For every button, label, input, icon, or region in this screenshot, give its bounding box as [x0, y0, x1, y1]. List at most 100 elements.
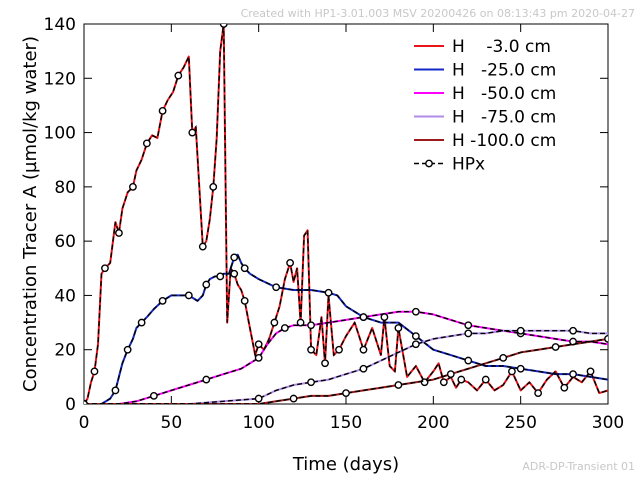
y-tick-label: 40 [54, 286, 76, 306]
legend-label: HPx [452, 155, 485, 175]
hpx-point [219, 24, 228, 28]
hpx-point [202, 375, 211, 384]
x-axis-ticks: 0 50 100 150 200 250 300 [79, 24, 624, 433]
hpx-point [272, 283, 281, 292]
hpx-point [516, 364, 525, 373]
hpx-point [296, 318, 305, 327]
hpx-point [307, 321, 315, 330]
y-tick-label: 0 [65, 395, 76, 415]
y-axis-title: Concentration Tracer A (µmol/kg water) [20, 36, 41, 392]
hpx-point [240, 296, 249, 305]
x-tick-label: 150 [330, 413, 362, 433]
legend-marker [425, 159, 433, 168]
header-note: Created with HP1-3.01.003 MSV 20200426 o… [241, 7, 635, 20]
y-tick-label: 120 [44, 69, 76, 89]
legend: H -3.0 cm H -25.0 cm H -50.0 cm H -75.0 cm H… [414, 37, 556, 175]
hpx-point [464, 321, 473, 330]
hpx-line [84, 338, 608, 404]
footer-note: ADR-DP-Transient 01 [522, 460, 635, 473]
hpx-point [321, 359, 329, 368]
hpx-point [342, 389, 350, 398]
hpx-line [84, 24, 608, 404]
y-tick-label: 100 [44, 124, 76, 144]
hpx-point [174, 71, 183, 80]
hpx-point [101, 264, 109, 273]
hpx-point [270, 318, 279, 327]
x-tick-label: 300 [592, 413, 624, 433]
hpx-point [359, 345, 368, 354]
hpx-point [446, 370, 455, 379]
hpx-point [569, 337, 577, 346]
hpx-point [209, 182, 218, 191]
legend-label: H -3.0 cm [452, 37, 551, 57]
x-tick-label: 100 [242, 413, 274, 433]
hpx-point [137, 318, 146, 327]
hpx-point [230, 253, 239, 262]
series-layer [84, 24, 608, 404]
legend-label: H -50.0 cm [452, 84, 556, 104]
hpx-point [359, 364, 368, 373]
hpx-point [439, 378, 448, 387]
x-tick-label: 0 [79, 413, 90, 433]
hpx-point [198, 242, 207, 251]
series-line [84, 24, 608, 404]
y-tick-label: 140 [44, 15, 76, 35]
hpx-line [84, 311, 608, 404]
hpx-point [123, 345, 132, 354]
hpx-point [142, 139, 151, 148]
hpx-point [516, 326, 525, 335]
hpx-point [84, 400, 88, 404]
y-tick-label: 80 [54, 178, 76, 198]
hpx-point [324, 288, 333, 297]
hpx-point [499, 353, 508, 362]
hpx-point [202, 280, 211, 289]
hpx-point [254, 394, 263, 403]
hpx-point [286, 258, 295, 267]
hpx-point [188, 128, 197, 137]
x-tick-label: 250 [504, 413, 536, 433]
hpx-point [411, 340, 420, 349]
hpx-point [289, 394, 298, 403]
hpx-point [129, 182, 137, 191]
hpx-point [508, 367, 516, 376]
hpx-point [359, 313, 368, 322]
hpx-point [111, 386, 120, 395]
hpx-point [158, 296, 167, 305]
hpx-point [394, 381, 403, 389]
plot-frame [83, 23, 609, 405]
x-tick-label: 200 [417, 413, 449, 433]
x-tick-label: 50 [161, 413, 183, 433]
hpx-point [230, 269, 239, 278]
hpx-point [534, 389, 543, 398]
hpx-point [604, 334, 608, 343]
hpx-point [411, 307, 420, 316]
hpx-point [184, 291, 193, 300]
hpx-point [457, 375, 466, 384]
hpx-point [560, 383, 569, 392]
hpx-point [307, 345, 315, 354]
y-tick-label: 20 [54, 341, 76, 361]
hpx-point [586, 367, 595, 376]
hpx-point [569, 326, 577, 335]
hpx-line [84, 253, 608, 404]
hpx-point [158, 106, 167, 115]
plot-border [83, 23, 609, 405]
hpx-point [394, 324, 403, 332]
hpx-point [240, 264, 249, 273]
y-tick-label: 60 [54, 232, 76, 252]
hpx-point [254, 340, 263, 349]
hpx-point [115, 229, 123, 237]
hpx-point [551, 343, 560, 351]
hpx-point [254, 353, 263, 362]
hpx-point [569, 370, 577, 379]
x-axis-title: Time (days) [292, 454, 399, 475]
hpx-point [464, 356, 473, 365]
hpx-line [84, 330, 608, 404]
hpx-point [90, 367, 99, 376]
hpx-point [481, 375, 490, 384]
legend-label: H -75.0 cm [452, 108, 556, 128]
hpx-point [411, 332, 420, 341]
hpx-point [335, 345, 343, 354]
legend-label: H -25.0 cm [452, 61, 556, 81]
